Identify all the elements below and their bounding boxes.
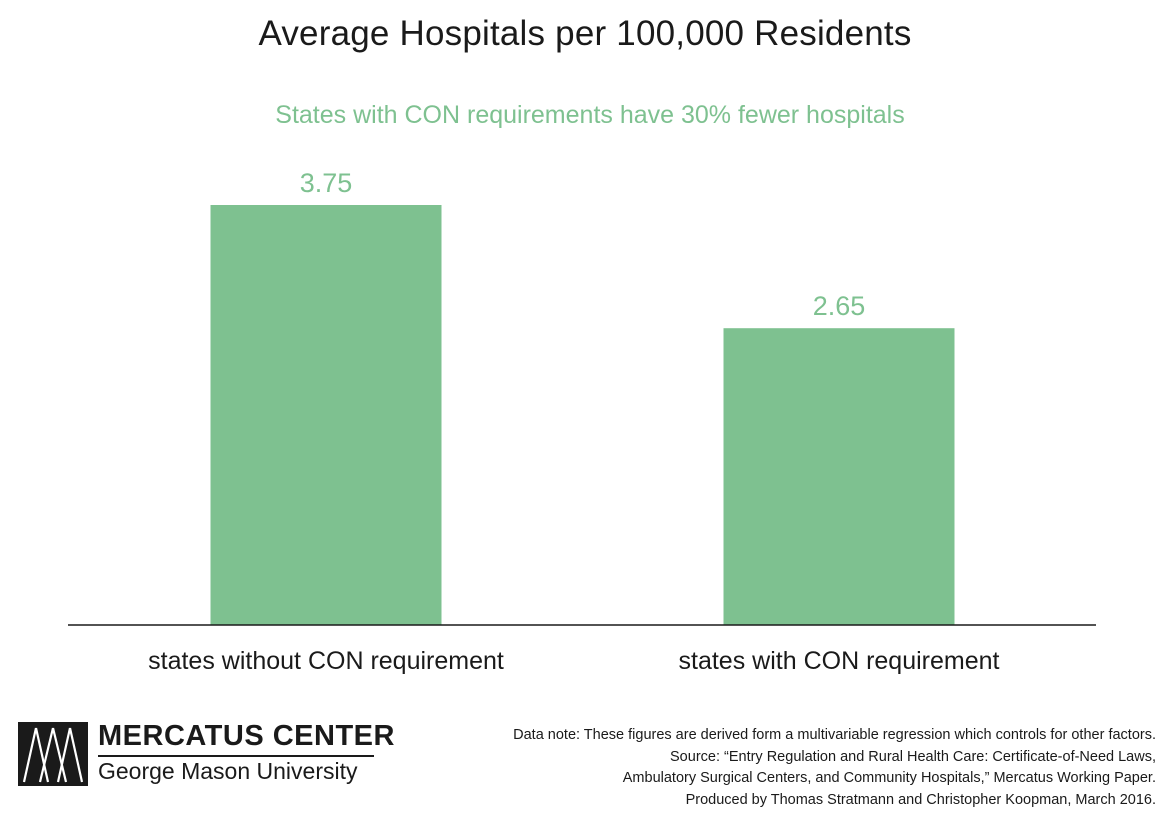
- bar-2: [723, 328, 955, 625]
- mercatus-logo: MERCATUS CENTER George Mason University: [18, 720, 394, 786]
- source-line-1: Source: “Entry Regulation and Rural Heal…: [670, 748, 1156, 765]
- data-note: Data note: These figures are derived for…: [513, 727, 1156, 743]
- category-label-2: states with CON requirement: [679, 647, 1000, 675]
- bar-chart: 3.75 2.65 states without CON requirement s…: [68, 168, 1096, 675]
- university-name: George Mason University: [98, 758, 358, 784]
- organization-name: MERCATUS CENTER: [98, 720, 395, 752]
- source-line-2: Ambulatory Surgical Centers, and Communi…: [622, 770, 1156, 786]
- bar-1: [210, 205, 442, 625]
- category-label-1: states without CON requirement: [148, 647, 504, 675]
- chart-title: Average Hospitals per 100,000 Residents: [258, 14, 912, 53]
- chart-subtitle: States with CON requirements have 30% fe…: [275, 101, 905, 129]
- logo-divider: [98, 755, 374, 757]
- mercatus-logo-icon: [18, 722, 88, 786]
- footnotes: Data note: These figures are derived for…: [513, 725, 1156, 811]
- value-label-1: 3.75: [300, 168, 353, 198]
- value-label-2: 2.65: [813, 291, 866, 321]
- credit-line: Produced by Thomas Stratmann and Christo…: [685, 791, 1156, 808]
